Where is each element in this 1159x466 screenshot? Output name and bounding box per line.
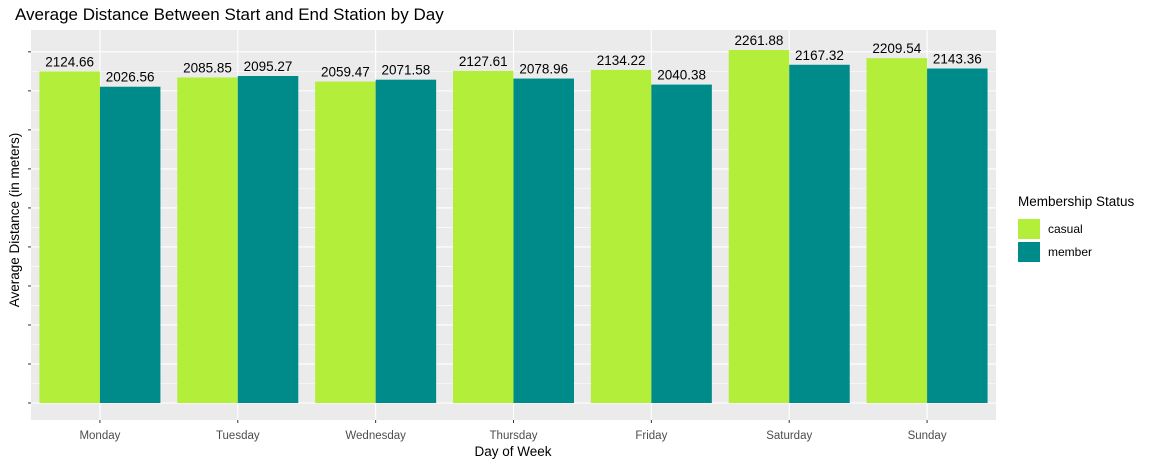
data-label-casual-monday: 2124.66 (45, 54, 94, 69)
data-label-casual-sunday: 2209.54 (872, 41, 921, 56)
legend-label-casual: casual (1048, 221, 1083, 236)
x-tick-label-sunday: Sunday (908, 430, 947, 442)
data-labels: 2124.66 2026.56 2085.85 2095.27 2059.47 2071.… (45, 33, 981, 85)
x-tick-label-saturday: Saturday (766, 430, 812, 442)
bar-casual-thursday (453, 70, 514, 403)
data-label-member-saturday: 2167.32 (795, 48, 844, 63)
data-label-casual-saturday: 2261.88 (735, 33, 784, 48)
data-label-casual-friday: 2134.22 (597, 53, 646, 68)
data-label-casual-tuesday: 2085.85 (183, 60, 232, 75)
x-tick-label-friday: Friday (635, 430, 667, 442)
bar-casual-tuesday (177, 77, 238, 403)
legend-label-member: member (1048, 244, 1093, 259)
data-label-casual-wednesday: 2059.47 (321, 65, 370, 80)
bar-member-saturday (789, 64, 850, 403)
bar-casual-friday (590, 69, 652, 403)
bar-member-thursday (513, 78, 574, 403)
bar-member-tuesday (237, 76, 299, 404)
x-axis-title: Day of Week (474, 444, 551, 459)
legend-swatch-member (1018, 241, 1040, 262)
data-label-casual-thursday: 2127.61 (459, 54, 508, 69)
x-axis: Monday Tuesday Wednesday Thursday Friday Satu… (79, 420, 947, 442)
bar-member-sunday (927, 68, 988, 403)
data-label-member-friday: 2040.38 (657, 68, 706, 83)
legend-item-casual: casual (1018, 217, 1134, 240)
y-axis-title: Average Distance (in meters) (7, 133, 22, 308)
bar-member-wednesday (375, 79, 437, 403)
data-label-member-tuesday: 2095.27 (244, 59, 293, 74)
bars (39, 50, 988, 404)
y-axis (28, 51, 31, 404)
bar-member-monday (99, 86, 161, 403)
bar-casual-sunday (866, 58, 928, 404)
x-tick-label-wednesday: Wednesday (345, 430, 406, 442)
x-tick-label-thursday: Thursday (490, 430, 538, 442)
legend: Membership Status casual member (1018, 194, 1134, 263)
bar-member-friday (651, 84, 712, 404)
data-label-member-sunday: 2143.36 (933, 51, 982, 66)
legend-item-member: member (1018, 240, 1134, 263)
chart-title: Average Distance Between Start and End S… (15, 5, 444, 24)
bar-casual-wednesday (315, 81, 376, 404)
legend-title: Membership Status (1018, 194, 1135, 209)
x-tick-label-monday: Monday (79, 430, 120, 442)
data-label-member-monday: 2026.56 (106, 70, 155, 85)
data-label-member-wednesday: 2071.58 (381, 63, 430, 78)
data-label-member-thursday: 2078.96 (519, 62, 568, 77)
bar-casual-monday (39, 71, 100, 403)
bar-casual-saturday (728, 50, 790, 403)
legend-swatch-casual (1018, 218, 1040, 239)
x-tick-label-tuesday: Tuesday (216, 430, 260, 442)
